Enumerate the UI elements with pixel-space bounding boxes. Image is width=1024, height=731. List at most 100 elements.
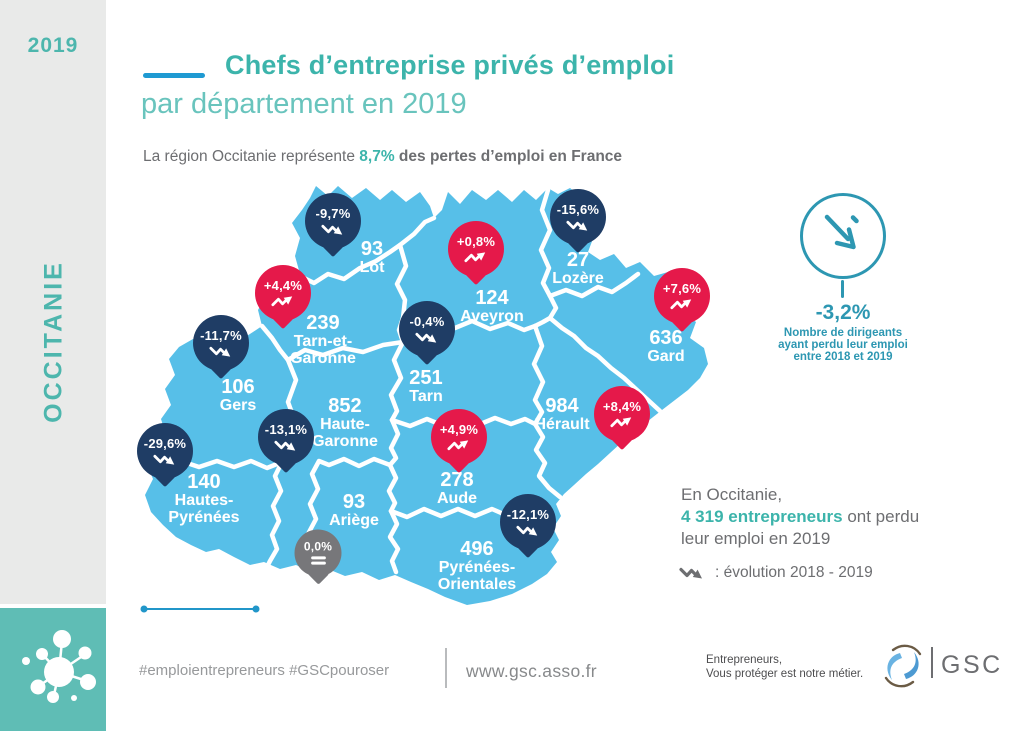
- dept-name-line2: Garonne: [312, 433, 378, 450]
- dept-label-tarn: 251 Tarn: [409, 368, 442, 405]
- summary-highlight: 4 319 entrepreneurs: [681, 507, 843, 526]
- intro-prefix: La région Occitanie représente: [143, 148, 360, 165]
- dept-name: Hautes-: [174, 492, 234, 509]
- intro-sentence: La région Occitanie représente 8,7% des …: [143, 148, 622, 166]
- dept-name: Gers: [219, 397, 257, 414]
- trend-down-icon: [153, 454, 175, 465]
- region-summary: En Occitanie, 4 319 entrepreneurs ont pe…: [681, 484, 919, 550]
- trend-value: -29,6%: [143, 435, 187, 451]
- dept-name: Lot: [359, 259, 385, 276]
- trend-value: 0,0%: [303, 539, 333, 554]
- trend-down-icon: [321, 224, 343, 235]
- dept-label-pyrenees-orientales: 496 Pyrénées- Orientales: [438, 539, 516, 593]
- trend-pin-herault: +8,4%: [594, 386, 650, 442]
- dept-label-lot: 93 Lot: [360, 239, 385, 276]
- trend-pin-aveyron: +0,8%: [448, 221, 504, 277]
- hashtags: #emploientrepreneurs #GSCpouroser: [139, 662, 390, 679]
- trend-pin-ariege: 0,0%: [294, 529, 342, 577]
- stat-caption-line3: entre 2018 et 2019: [793, 351, 893, 363]
- dept-name: Aude: [437, 490, 477, 507]
- year-label: 2019: [27, 34, 79, 57]
- dept-name: Ariège: [329, 512, 379, 529]
- footer-divider: [445, 648, 447, 688]
- stat-circle: [800, 193, 886, 279]
- dept-name: Hérault: [534, 416, 590, 433]
- dept-value: 93: [342, 491, 366, 513]
- trend-pin-hautes-pyrenees: -29,6%: [137, 423, 193, 479]
- dept-label-herault: 984 Hérault: [534, 396, 589, 433]
- intro-highlight-percent: 8,7%: [359, 148, 395, 165]
- page-subtitle-line: par département en 2019: [141, 88, 467, 120]
- dept-label-hautes-pyrenees: 140 Hautes- Pyrénées: [168, 472, 239, 526]
- summary-line1: En Occitanie,: [681, 485, 783, 504]
- dept-label-aveyron: 124 Aveyron: [460, 288, 523, 325]
- stat-value: -3,2%: [815, 301, 871, 324]
- trend-up-icon: [271, 295, 293, 306]
- dept-value: 984: [545, 395, 579, 417]
- dept-value: 106: [221, 376, 255, 398]
- trend-pin-lot: -9,7%: [305, 193, 361, 249]
- dept-label-gard: 636 Gard: [647, 328, 684, 365]
- sidebar: [0, 0, 106, 604]
- stat-caption-line2: ayant perdu leur emploi: [778, 339, 908, 351]
- trend-down-icon: [566, 220, 588, 231]
- trend-down-icon: [274, 440, 296, 451]
- trend-pin-aude: +4,9%: [431, 409, 487, 465]
- logo-divider: [931, 647, 933, 678]
- trend-pin-haute-garonne: -13,1%: [258, 409, 314, 465]
- footer-accent-rule: [140, 605, 260, 613]
- trend-value: -11,7%: [200, 327, 242, 343]
- dept-label-ariege: 93 Ariège: [329, 492, 379, 529]
- dept-label-lozere: 27 Lozère: [552, 250, 604, 287]
- trend-up-icon: [464, 251, 486, 262]
- dept-name: Gard: [647, 348, 685, 365]
- trend-down-icon: [415, 332, 437, 343]
- dept-name: Pyrénées-: [438, 559, 516, 576]
- dept-label-tarn-et-garonne: 239 Tarn-et- Garonne: [290, 313, 356, 367]
- dept-name-line2: Orientales: [437, 576, 517, 593]
- dept-value: 239: [306, 312, 340, 334]
- trend-value: -9,7%: [315, 205, 351, 221]
- trend-value: +8,4%: [602, 398, 642, 414]
- trend-legend: : évolution 2018 - 2019: [679, 564, 873, 582]
- dept-name: Haute-: [320, 416, 370, 433]
- summary-line2-rest: ont perdu: [842, 507, 920, 526]
- brand-tagline: Entrepreneurs, Vous protéger est notre m…: [706, 653, 863, 681]
- trend-down-icon: [679, 567, 702, 579]
- region-vertical-label: OCCITANIE: [39, 260, 68, 423]
- trend-pin-gers: -11,7%: [193, 315, 249, 371]
- trend-value: +4,4%: [263, 277, 303, 293]
- stat-caption-line1: Nombre de dirigeants: [783, 327, 903, 339]
- dept-name: Tarn-et-: [293, 333, 353, 350]
- trend-pin-gard: +7,6%: [654, 268, 710, 324]
- tagline-line1: Entrepreneurs,: [706, 654, 783, 666]
- network-icon: [22, 630, 96, 703]
- dept-label-gers: 106 Gers: [220, 377, 256, 414]
- stat-connector-line: [841, 280, 844, 298]
- trend-up-icon: [670, 298, 692, 309]
- trend-up-icon: [610, 416, 632, 427]
- dept-value: 636: [649, 327, 683, 349]
- dept-name: Aveyron: [460, 308, 524, 325]
- gsc-logo-icon: [884, 644, 922, 688]
- dept-value: 852: [328, 395, 362, 417]
- trend-value: +4,9%: [439, 421, 479, 437]
- trend-value: -13,1%: [264, 421, 308, 437]
- legend-text: : évolution 2018 - 2019: [715, 564, 873, 581]
- dept-value: 124: [475, 287, 509, 309]
- summary-line2: 4 319 entrepreneurs ont perdu: [681, 506, 919, 528]
- dept-value: 140: [187, 471, 221, 493]
- tagline-line2: Vous protéger est notre métier.: [706, 668, 864, 680]
- trend-value: -12,1%: [506, 506, 550, 522]
- dept-name-line2: Pyrénées: [168, 509, 240, 526]
- dept-value: 251: [409, 367, 443, 389]
- trend-flat-icon: [310, 556, 326, 565]
- stat-caption: Nombre de dirigeants ayant perdu leur em…: [743, 327, 943, 363]
- dept-value: 278: [440, 469, 474, 491]
- summary-line3: leur emploi en 2019: [681, 529, 831, 548]
- trend-down-icon: [516, 525, 538, 536]
- dept-name-line2: Garonne: [290, 350, 356, 367]
- trend-value: -0,4%: [409, 313, 445, 329]
- brand-name: GSC: [941, 651, 1003, 679]
- trend-value: -15,6%: [556, 201, 600, 217]
